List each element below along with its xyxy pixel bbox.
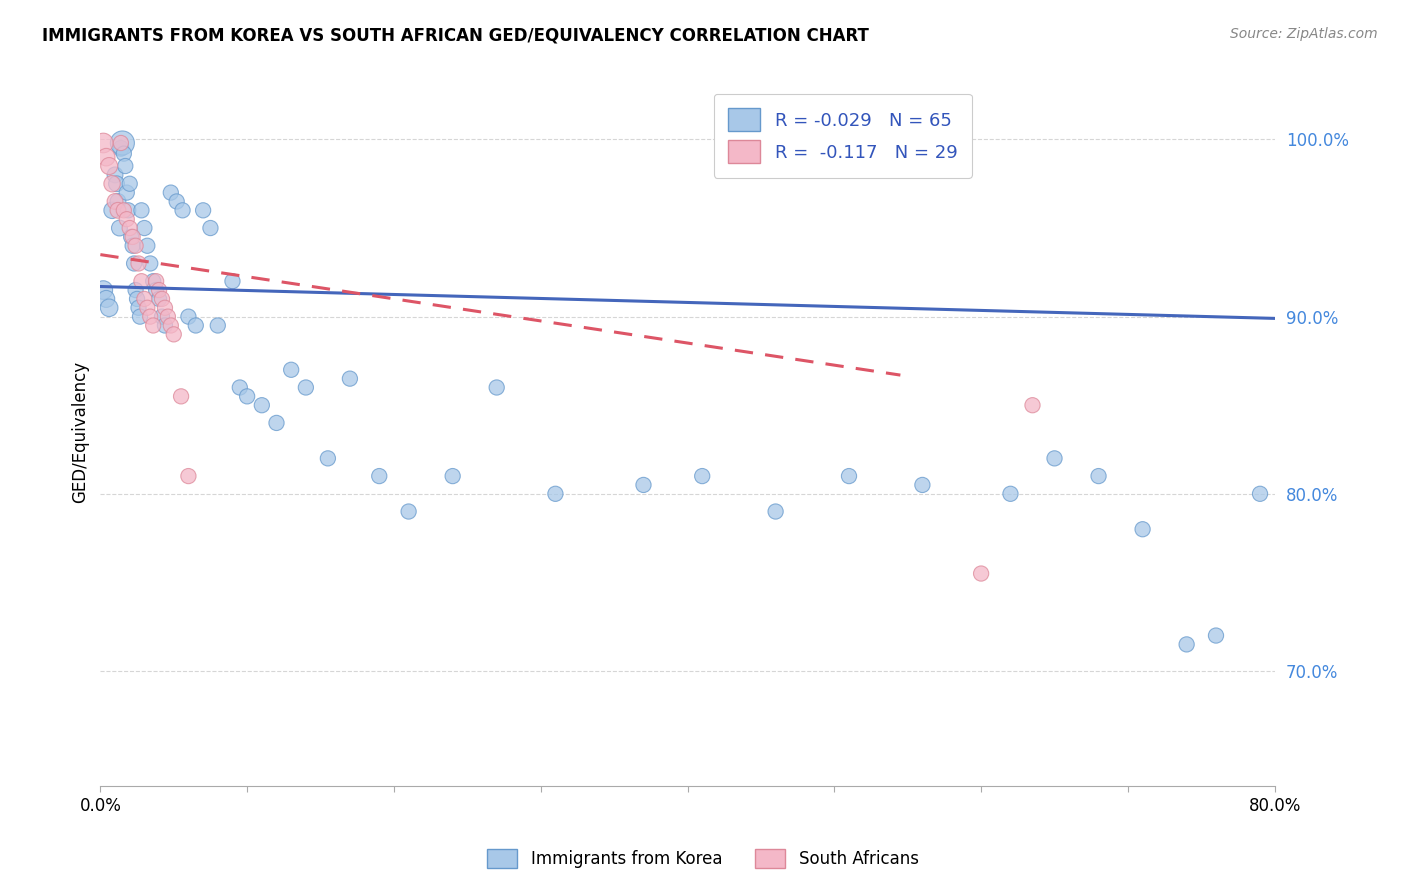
Point	[153, 301, 176, 315]
Point	[101, 203, 124, 218]
Point	[125, 292, 148, 306]
Point	[96, 292, 118, 306]
Point	[172, 203, 194, 218]
Point	[207, 318, 229, 333]
Point	[142, 318, 165, 333]
Point	[96, 150, 118, 164]
Point	[128, 301, 150, 315]
Text: Source: ZipAtlas.com: Source: ZipAtlas.com	[1230, 27, 1378, 41]
Point	[200, 221, 222, 235]
Point	[121, 239, 143, 253]
Point	[1132, 522, 1154, 536]
Point	[184, 318, 207, 333]
Point	[150, 292, 173, 306]
Point	[1021, 398, 1043, 412]
Point	[690, 469, 713, 483]
Point	[250, 398, 273, 412]
Point	[911, 478, 934, 492]
Point	[91, 283, 114, 297]
Point	[177, 310, 200, 324]
Point	[838, 469, 860, 483]
Point	[368, 469, 391, 483]
Point	[148, 283, 170, 297]
Point	[114, 159, 136, 173]
Point	[134, 221, 156, 235]
Point	[110, 136, 132, 150]
Point	[145, 274, 167, 288]
Point	[139, 256, 162, 270]
Point	[124, 283, 146, 297]
Point	[134, 292, 156, 306]
Point	[139, 310, 162, 324]
Point	[1205, 628, 1227, 642]
Point	[159, 318, 181, 333]
Point	[544, 487, 567, 501]
Point	[136, 239, 159, 253]
Point	[970, 566, 993, 581]
Point	[339, 371, 361, 385]
Point	[128, 256, 150, 270]
Point	[115, 212, 138, 227]
Legend: Immigrants from Korea, South Africans: Immigrants from Korea, South Africans	[481, 842, 925, 875]
Point	[159, 186, 181, 200]
Point	[166, 194, 188, 209]
Point	[1000, 487, 1022, 501]
Point	[105, 177, 128, 191]
Text: IMMIGRANTS FROM KOREA VS SOUTH AFRICAN GED/EQUIVALENCY CORRELATION CHART: IMMIGRANTS FROM KOREA VS SOUTH AFRICAN G…	[42, 27, 869, 45]
Point	[170, 389, 193, 403]
Point	[118, 177, 141, 191]
Point	[117, 203, 139, 218]
Y-axis label: GED/Equivalency: GED/Equivalency	[72, 360, 89, 503]
Point	[156, 310, 179, 324]
Point	[398, 504, 420, 518]
Point	[107, 194, 129, 209]
Point	[108, 221, 131, 235]
Point	[1043, 451, 1066, 466]
Point	[91, 136, 114, 150]
Point	[1175, 637, 1198, 651]
Point	[441, 469, 464, 483]
Point	[98, 301, 121, 315]
Point	[129, 310, 152, 324]
Point	[118, 221, 141, 235]
Point	[163, 327, 186, 342]
Point	[142, 274, 165, 288]
Point	[633, 478, 655, 492]
Point	[124, 239, 146, 253]
Point	[485, 380, 508, 394]
Point	[177, 469, 200, 483]
Point	[236, 389, 259, 403]
Point	[110, 141, 132, 155]
Point	[1249, 487, 1271, 501]
Point	[122, 256, 145, 270]
Point	[104, 168, 127, 182]
Point	[131, 203, 153, 218]
Point	[266, 416, 288, 430]
Point	[295, 380, 318, 394]
Point	[280, 363, 302, 377]
Point	[316, 451, 339, 466]
Point	[221, 274, 243, 288]
Point	[765, 504, 787, 518]
Point	[148, 292, 170, 306]
Point	[101, 177, 124, 191]
Point	[98, 159, 121, 173]
Point	[115, 186, 138, 200]
Point	[153, 318, 176, 333]
Point	[112, 146, 135, 161]
Point	[191, 203, 214, 218]
Point	[229, 380, 252, 394]
Point	[104, 194, 127, 209]
Point	[107, 203, 129, 218]
Point	[150, 310, 173, 324]
Point	[120, 230, 142, 244]
Point	[1087, 469, 1109, 483]
Point	[111, 136, 134, 150]
Point	[136, 301, 159, 315]
Legend: R = -0.029   N = 65, R =  -0.117   N = 29: R = -0.029 N = 65, R = -0.117 N = 29	[713, 94, 972, 178]
Point	[112, 203, 135, 218]
Point	[131, 274, 153, 288]
Point	[121, 230, 143, 244]
Point	[145, 283, 167, 297]
